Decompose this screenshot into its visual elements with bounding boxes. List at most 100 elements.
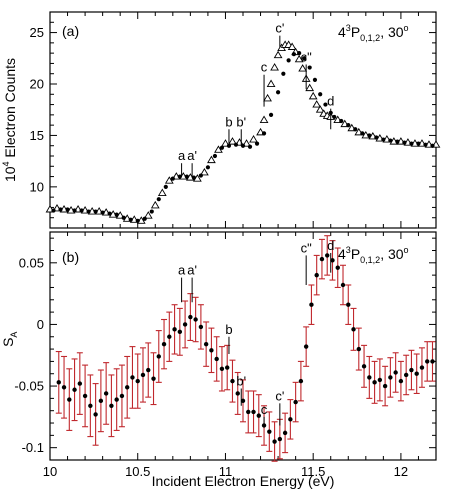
dot-point xyxy=(414,371,419,376)
panel-b-frame xyxy=(49,231,437,461)
dot-point xyxy=(325,253,330,258)
annotation-label: b xyxy=(225,114,232,129)
dot-point xyxy=(254,141,260,146)
triangle-point xyxy=(270,63,279,71)
dot-point xyxy=(297,51,302,56)
dot-point xyxy=(230,378,235,384)
dot-point xyxy=(330,258,335,263)
dot-point xyxy=(372,380,377,385)
dot-point xyxy=(381,137,386,142)
dot-point xyxy=(307,65,312,70)
dot-point xyxy=(361,364,367,369)
dot-point xyxy=(86,209,91,214)
dot-point xyxy=(51,208,56,213)
dot-point xyxy=(388,138,393,143)
x-tick-label: 12 xyxy=(394,464,408,479)
dot-point xyxy=(233,142,239,147)
dot-point xyxy=(309,302,314,307)
dot-point xyxy=(403,372,409,378)
dot-point xyxy=(398,378,404,384)
x-axis-label: Incident Electron Energy (eV) xyxy=(152,473,335,489)
dot-point xyxy=(135,218,140,223)
panel-a-ylabel-pre: 10 xyxy=(2,166,18,182)
annotation-label: d xyxy=(327,238,334,253)
dot-point xyxy=(240,143,246,148)
dot-point xyxy=(77,381,83,386)
triangle-point xyxy=(273,50,283,59)
dot-point xyxy=(288,417,293,422)
dot-point xyxy=(205,165,211,170)
annotation-label: a' xyxy=(187,263,197,278)
dot-point xyxy=(209,348,214,353)
triangle-point xyxy=(150,200,160,209)
panel-a-title-rest: , 30 xyxy=(380,24,404,40)
triangle-point xyxy=(287,42,297,50)
annotation-label: c xyxy=(261,402,268,417)
dot-point xyxy=(203,341,209,347)
panel-a-title: 43P0,1,2, 30o xyxy=(338,23,409,43)
dot-point xyxy=(281,71,286,76)
dot-point xyxy=(318,92,323,97)
y-tick-label: 0.05 xyxy=(19,255,44,270)
dot-point xyxy=(240,398,246,404)
panel-a-title-deg: o xyxy=(404,23,409,33)
panel-b-title-main: 4 xyxy=(338,246,346,262)
triangle-point xyxy=(315,105,325,113)
dot-point xyxy=(268,112,274,117)
dot-point xyxy=(98,398,104,404)
dot-point xyxy=(286,58,291,63)
x-tick-label: 11 xyxy=(219,464,233,479)
dot-point xyxy=(156,354,161,359)
dot-point xyxy=(377,377,383,383)
panel-a-title-main: 4 xyxy=(338,24,346,40)
dot-point xyxy=(135,378,140,384)
dot-point xyxy=(72,387,77,392)
panel-b-ticks: 10 10.5 11 11.5 12 -0.1 -0.05 0 0.05 xyxy=(14,232,437,479)
triangle-point xyxy=(228,137,237,145)
dot-point xyxy=(146,367,151,373)
dot-point xyxy=(125,385,130,390)
panel-b-title-deg: o xyxy=(404,245,409,255)
triangle-point xyxy=(214,145,223,153)
y-tick-label: 15 xyxy=(30,128,44,143)
dot-point xyxy=(198,173,203,178)
dot-point xyxy=(58,207,63,212)
dot-point xyxy=(103,391,109,396)
dot-point xyxy=(356,346,361,352)
dot-point xyxy=(367,375,372,380)
dot-point xyxy=(121,215,126,220)
x-tick-label: 10 xyxy=(43,464,57,479)
triangle-point xyxy=(312,100,322,108)
dot-point xyxy=(191,175,196,180)
triangle-point xyxy=(157,188,167,196)
panel-b-ylabel-pre: S xyxy=(0,338,16,347)
dot-point xyxy=(314,272,319,278)
dot-point xyxy=(298,378,304,384)
dot-point xyxy=(79,208,84,213)
dot-point xyxy=(409,141,414,146)
dot-point xyxy=(142,216,147,221)
panel-a-title-sub: 0,1,2 xyxy=(360,33,380,43)
triangle-point xyxy=(298,64,308,72)
triangle-point xyxy=(305,83,315,92)
annotation-label: b' xyxy=(236,374,246,389)
annotation-label: c' xyxy=(275,21,284,36)
dot-point xyxy=(247,144,253,149)
dot-point xyxy=(395,139,400,144)
panel-b-title-sub: 0,1,2 xyxy=(360,255,380,265)
dot-point xyxy=(170,176,175,181)
triangle-point xyxy=(294,54,304,63)
dot-point xyxy=(225,365,230,370)
triangle-point xyxy=(266,79,276,87)
panel-b-annotations: a a' b b' c c' c" d xyxy=(178,238,334,426)
dot-point xyxy=(161,341,167,347)
dot-point xyxy=(430,359,435,364)
panel-b-label: (b) xyxy=(62,249,79,265)
panel-b-ylabel: SA xyxy=(0,332,19,347)
dot-point xyxy=(312,77,318,82)
dot-point xyxy=(351,327,356,332)
dot-point xyxy=(235,391,240,396)
dot-point xyxy=(346,123,351,128)
dot-point xyxy=(367,133,372,138)
